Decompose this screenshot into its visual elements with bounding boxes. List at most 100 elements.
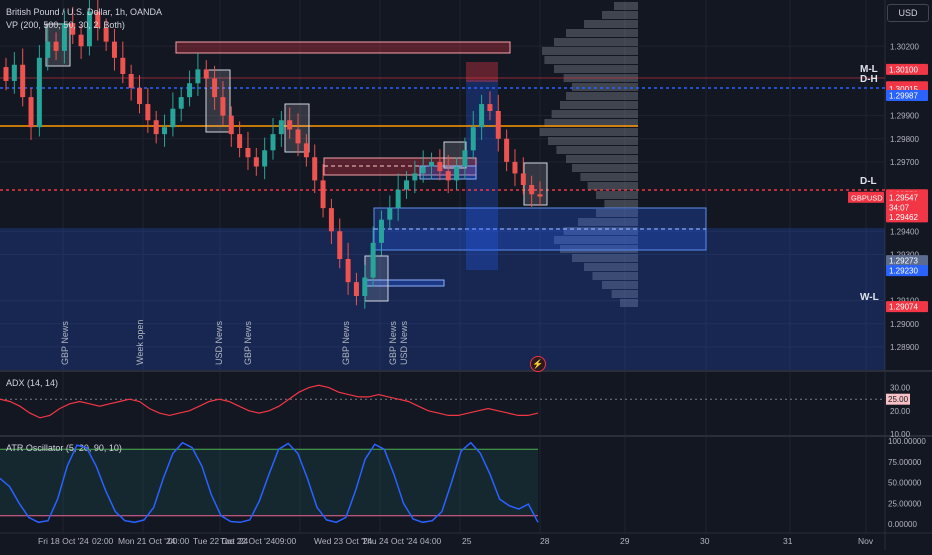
currency-label: USD bbox=[898, 8, 918, 18]
candle-body bbox=[487, 104, 493, 111]
symbol-tag bbox=[848, 191, 884, 203]
adx-marker-label: 25.00 bbox=[888, 395, 909, 404]
candle-body bbox=[412, 173, 418, 181]
y-tick-label: 1.28900 bbox=[890, 343, 919, 352]
candle-body bbox=[103, 27, 109, 42]
candle-body bbox=[353, 282, 359, 296]
candle-body bbox=[470, 127, 476, 151]
candle-body bbox=[245, 148, 251, 158]
candle-body bbox=[253, 157, 259, 167]
candles bbox=[3, 0, 543, 309]
vp-bar bbox=[563, 227, 638, 235]
candle-body bbox=[137, 87, 142, 105]
grid bbox=[0, 0, 885, 533]
candle-body bbox=[195, 69, 201, 84]
candle-body bbox=[203, 69, 209, 79]
adx-marker bbox=[886, 393, 910, 405]
candle-body bbox=[287, 120, 293, 130]
vp-bar bbox=[572, 254, 638, 262]
candle-body bbox=[529, 185, 535, 195]
supply-zone-top bbox=[175, 41, 511, 54]
vp-label: VP (200, 500, 50, 30, 2, Both) bbox=[6, 20, 125, 30]
event-label: GBP News bbox=[243, 321, 253, 365]
vp-bar bbox=[596, 191, 638, 199]
candle-body bbox=[70, 23, 76, 35]
candle-body bbox=[345, 259, 351, 283]
candle-body bbox=[36, 57, 42, 128]
symbol-title: British Pound / U.S. Dollar, 1h, OANDA bbox=[6, 7, 163, 17]
y-tick-label: 1.29700 bbox=[890, 158, 919, 167]
adx-tick: 10.00 bbox=[890, 430, 911, 439]
event-label: GBP News bbox=[388, 321, 398, 365]
candle-body bbox=[270, 134, 276, 151]
vp-bar bbox=[554, 65, 638, 73]
vp-bar bbox=[542, 47, 638, 55]
price-tag bbox=[886, 90, 928, 102]
candle-body bbox=[328, 208, 334, 232]
vp-bar bbox=[548, 137, 638, 145]
x-tick-label: Mon 21 Oct '24 bbox=[118, 536, 176, 546]
x-tick-label: 28 bbox=[540, 536, 550, 546]
price-tag-label: 1.29462 bbox=[889, 213, 918, 222]
x-tick-label: 29 bbox=[620, 536, 630, 546]
candle-body bbox=[111, 41, 117, 58]
candle-body bbox=[45, 41, 51, 58]
candle-body bbox=[520, 173, 526, 185]
atr-line bbox=[0, 441, 539, 524]
vp-bar bbox=[584, 263, 638, 271]
level-label: D-H bbox=[860, 74, 878, 85]
adx-tick: 30.00 bbox=[890, 384, 911, 393]
candle-body bbox=[28, 97, 34, 128]
vp-bar bbox=[544, 119, 638, 127]
vp-bar bbox=[584, 20, 638, 28]
vp-bar bbox=[572, 164, 638, 172]
y-tick-label: 1.29900 bbox=[890, 112, 919, 121]
session-top bbox=[466, 62, 498, 82]
x-tick-label: Wed 23 Oct '24 bbox=[314, 536, 372, 546]
candle-body bbox=[78, 34, 84, 47]
candle-body bbox=[187, 83, 193, 98]
candle-body bbox=[262, 150, 268, 167]
event-label: GBP News bbox=[341, 321, 351, 365]
adx-panel: ADX (14, 14) 30.00 20.00 10.00 25.00 bbox=[0, 378, 911, 439]
event-label: USD News bbox=[214, 320, 224, 365]
vp-bar bbox=[602, 281, 638, 289]
y-tick-label: 1.29400 bbox=[890, 227, 919, 236]
symbol-tag-label: GBPUSD bbox=[851, 193, 883, 202]
candle-body bbox=[20, 64, 26, 98]
atr-panel: ATR Oscillator (5, 20, 90, 10) 100.00000 7… bbox=[0, 437, 926, 529]
candle-body bbox=[86, 11, 92, 47]
vp-bar bbox=[560, 101, 638, 109]
x-tick-label: Fri 18 Oct '24 bbox=[38, 536, 89, 546]
vp-bar bbox=[602, 11, 638, 19]
x-tick-label: 30 bbox=[700, 536, 710, 546]
candle-body bbox=[170, 108, 176, 128]
candle-body bbox=[312, 157, 318, 181]
vp-bar bbox=[611, 290, 638, 298]
price-tag bbox=[886, 211, 928, 223]
last-price-tag bbox=[886, 191, 928, 213]
candle-body bbox=[278, 120, 284, 135]
alert-bolt-icon[interactable]: ⚡ bbox=[530, 356, 546, 372]
candle-body bbox=[378, 219, 384, 243]
atr-tick: 25.00000 bbox=[888, 499, 922, 508]
candle-body bbox=[404, 180, 409, 190]
adx-tick: 20.00 bbox=[890, 407, 911, 416]
currency-button[interactable]: USD bbox=[887, 4, 929, 22]
level-label: M-L bbox=[860, 64, 878, 75]
last-price-label: 1.29547 bbox=[889, 193, 918, 202]
y-tick-label: 1.29100 bbox=[890, 297, 919, 306]
vp-bar bbox=[578, 218, 638, 226]
volume-profile bbox=[539, 2, 638, 307]
candle-body bbox=[128, 74, 134, 88]
candle-body bbox=[153, 120, 159, 135]
vp-bar bbox=[566, 29, 638, 37]
price-tag-label: 1.29273 bbox=[889, 257, 918, 266]
vp-bar bbox=[580, 173, 638, 181]
x-tick-label: Tue 22 Oct '24 bbox=[193, 536, 248, 546]
vp-bar bbox=[554, 38, 638, 46]
candle-body bbox=[220, 97, 226, 116]
demand-zone-large bbox=[0, 228, 885, 370]
